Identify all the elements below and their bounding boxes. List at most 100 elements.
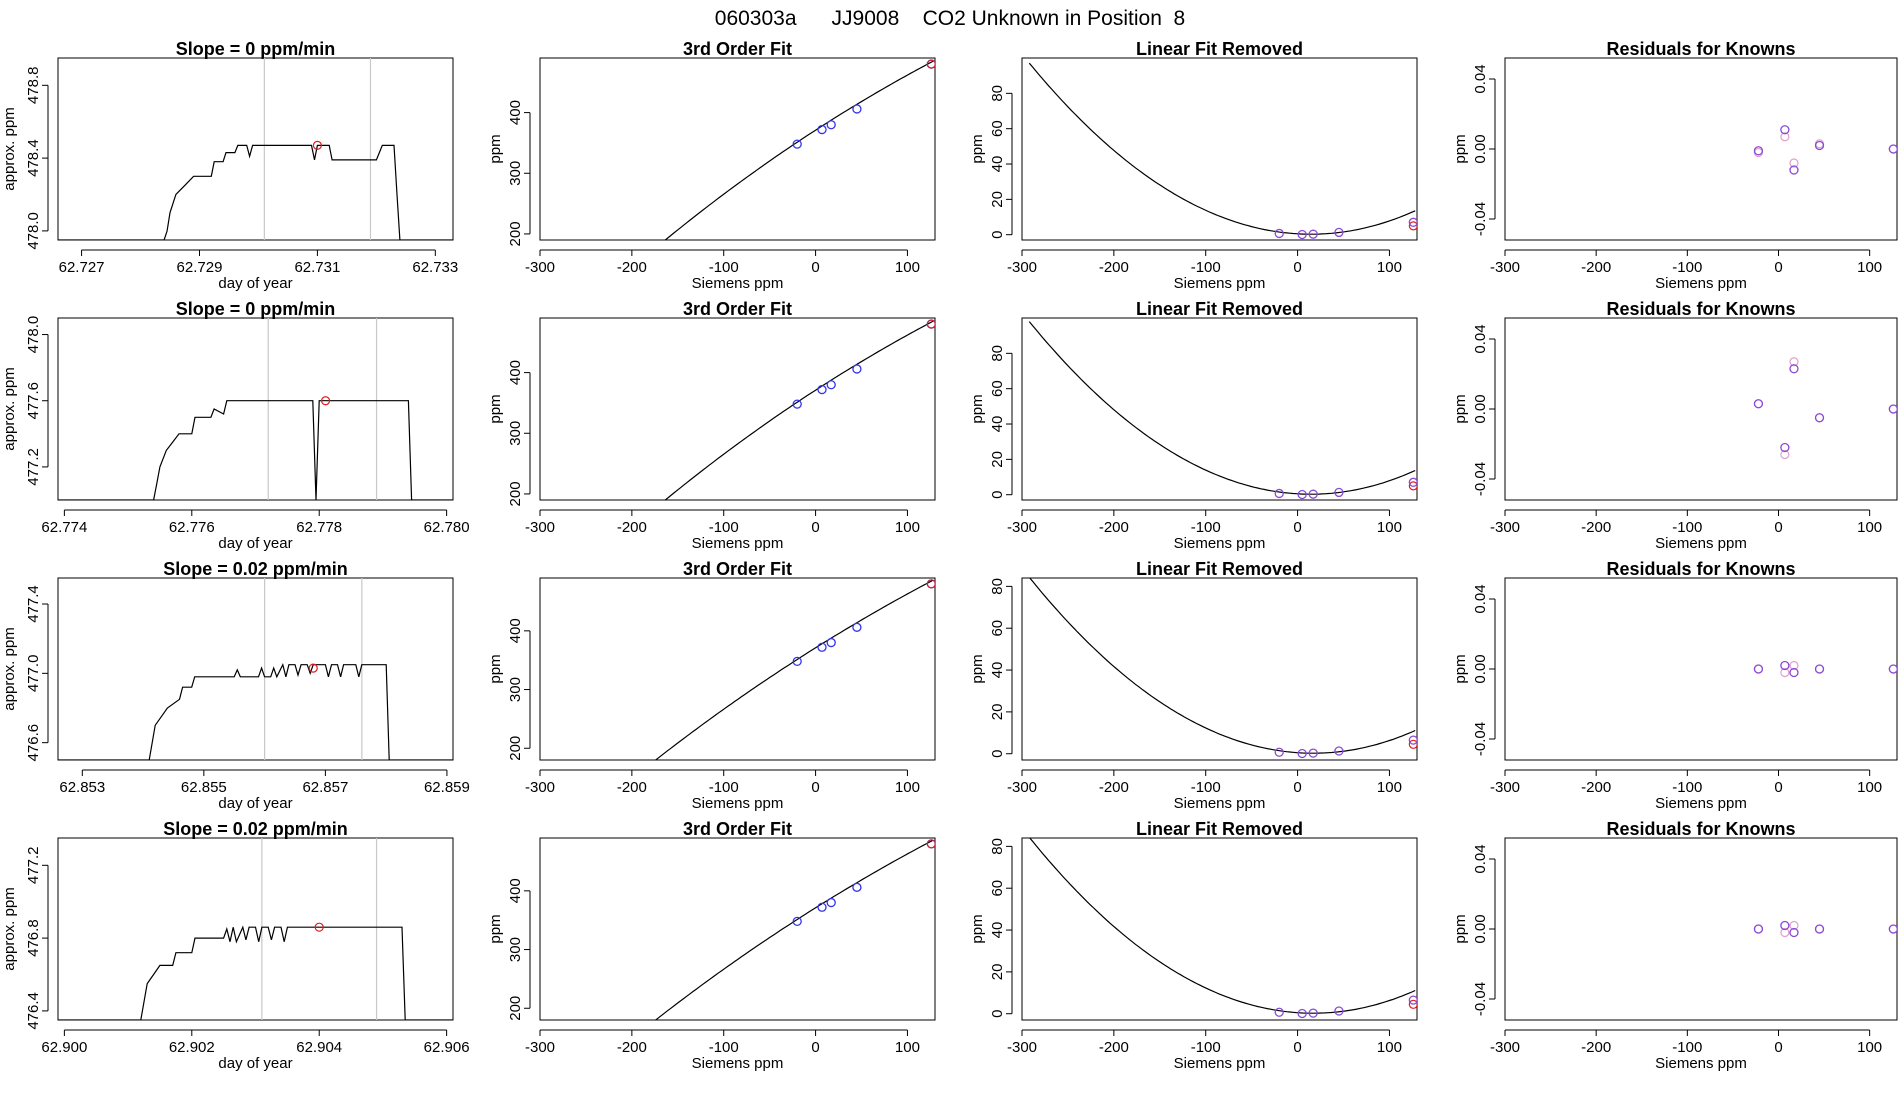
x-tick-label: 100 [1377, 1039, 1402, 1056]
panel-title: 3rd Order Fit [683, 559, 792, 579]
x-tick-label: -300 [525, 1039, 555, 1056]
data-trace [58, 400, 453, 500]
x-tick-label: -300 [1007, 779, 1037, 796]
standard-point [1297, 748, 1307, 759]
chart-panel-3-1: Slope = 0.02 ppm/min 62.853 62.855 62.857 62… [1, 559, 470, 812]
residual-point [1780, 920, 1790, 931]
unknown-point [926, 579, 935, 589]
y-tick-label: 477.2 [25, 847, 42, 885]
x-tick-label: -100 [1191, 779, 1221, 796]
x-tick-label: 0 [811, 1039, 819, 1056]
panel-title: Residuals for Knowns [1606, 299, 1795, 319]
plot-frame [539, 57, 936, 241]
x-tick-label: 100 [1857, 779, 1882, 796]
panel-title: Linear Fit Removed [1136, 819, 1303, 839]
y-tick-label: 20 [989, 964, 1006, 981]
y-tick-label: 0.04 [1472, 64, 1489, 93]
y-axis-label: ppm [487, 914, 504, 943]
x-tick-label: -200 [617, 259, 647, 276]
x-axis-label: Siemens ppm [1655, 795, 1747, 812]
y-axis-label: ppm [487, 394, 504, 423]
plot-area [1753, 125, 1897, 175]
chart-panel-4-4: Residuals for Knowns -300 -200 -100 0 100 -0.0… [1452, 819, 1898, 1072]
plot-frame [1504, 577, 1898, 761]
plot-area [1029, 578, 1417, 759]
standard-point [1297, 229, 1307, 240]
x-axis-label: Siemens ppm [692, 275, 784, 292]
standard-point [826, 637, 836, 648]
residual-point-alt [1789, 158, 1799, 168]
x-axis-label: Siemens ppm [692, 1055, 784, 1072]
residual-point-alt [1789, 660, 1799, 671]
x-tick-label: 62.733 [412, 259, 458, 276]
x-tick-label: 0 [1774, 259, 1782, 276]
y-tick-label: 300 [507, 677, 524, 702]
x-tick-label: -300 [1007, 519, 1037, 536]
standard-point [817, 642, 827, 652]
x-tick-label: 62.731 [294, 259, 340, 276]
y-tick-label: 0.00 [1472, 394, 1489, 423]
x-axis-label: Siemens ppm [692, 795, 784, 812]
x-tick-label: -100 [709, 259, 739, 276]
x-tick-label: 100 [1377, 259, 1402, 276]
standard-point [826, 897, 836, 908]
standard-point [852, 622, 862, 632]
standard-point [852, 364, 862, 374]
y-axis-label: ppm [1452, 654, 1469, 683]
x-tick-label: -200 [1099, 779, 1129, 796]
x-tick-label: 0 [1293, 259, 1301, 276]
y-tick-label: 20 [989, 191, 1006, 208]
plot-area [58, 578, 453, 760]
x-tick-label: 0 [1774, 1039, 1782, 1056]
standard-point [1308, 489, 1318, 499]
panel-title: Residuals for Knowns [1606, 819, 1795, 839]
residual-point [1789, 364, 1799, 374]
panel-title: Linear Fit Removed [1136, 559, 1303, 579]
x-tick-label: -300 [1490, 779, 1520, 796]
y-tick-label: 478.8 [25, 67, 42, 105]
residual-point [1780, 442, 1790, 453]
residual-point [1814, 924, 1825, 934]
panel-title: Slope = 0.02 ppm/min [163, 819, 348, 839]
chart-panel-3-4: Residuals for Knowns -300 -200 -100 0 100 -0.0… [1452, 559, 1898, 812]
plot-area [1028, 62, 1417, 240]
residual-point-alt [1789, 357, 1799, 367]
x-tick-label: -300 [525, 779, 555, 796]
chart-panel-3-3: Linear Fit Removed -300 -200 -100 0 100 0 20 40 6… [969, 559, 1418, 812]
residual-point [1780, 125, 1790, 135]
chart-panel-3-2: 3rd Order Fit -300 -200 -100 0 100 200 300 400 Si… [487, 559, 936, 812]
x-tick-label: 0 [1293, 779, 1301, 796]
panel-title: 3rd Order Fit [683, 299, 792, 319]
y-tick-label: 400 [507, 618, 524, 643]
y-tick-label: 0 [989, 1010, 1006, 1018]
y-tick-label: 400 [507, 878, 524, 903]
x-tick-label: -100 [709, 1039, 739, 1056]
x-axis-label: Siemens ppm [1174, 275, 1266, 292]
standard-point [1334, 746, 1344, 756]
x-tick-label: 62.855 [181, 779, 227, 796]
plot-area [58, 838, 453, 1020]
x-tick-label: 62.776 [169, 519, 215, 536]
residual-point [1814, 140, 1825, 151]
standard-point [792, 656, 802, 667]
y-tick-label: 40 [989, 416, 1006, 433]
y-tick-label: 477.6 [25, 382, 42, 420]
x-axis-label: day of year [218, 535, 292, 552]
page-title: 060303a JJ9008 CO2 Unknown in Position 8 [715, 7, 1185, 30]
x-axis-label: day of year [218, 275, 292, 292]
x-tick-label: -200 [617, 779, 647, 796]
plot-frame [57, 577, 454, 761]
x-tick-label: 100 [1377, 519, 1402, 536]
y-tick-label: 0.04 [1472, 324, 1489, 353]
plot-area [58, 318, 453, 500]
standard-point [1274, 228, 1284, 239]
chart-panel-4-2: 3rd Order Fit -300 -200 -100 0 100 200 300 400 Si… [487, 819, 936, 1072]
y-axis-label: approx. ppm [1, 627, 18, 710]
y-tick-label: 400 [507, 100, 524, 125]
y-tick-label: 300 [507, 937, 524, 962]
plot-frame [1504, 317, 1898, 501]
standard-point [792, 916, 802, 927]
x-tick-label: -100 [1672, 779, 1702, 796]
y-tick-label: 200 [507, 736, 524, 761]
standard-point [1308, 1008, 1318, 1018]
